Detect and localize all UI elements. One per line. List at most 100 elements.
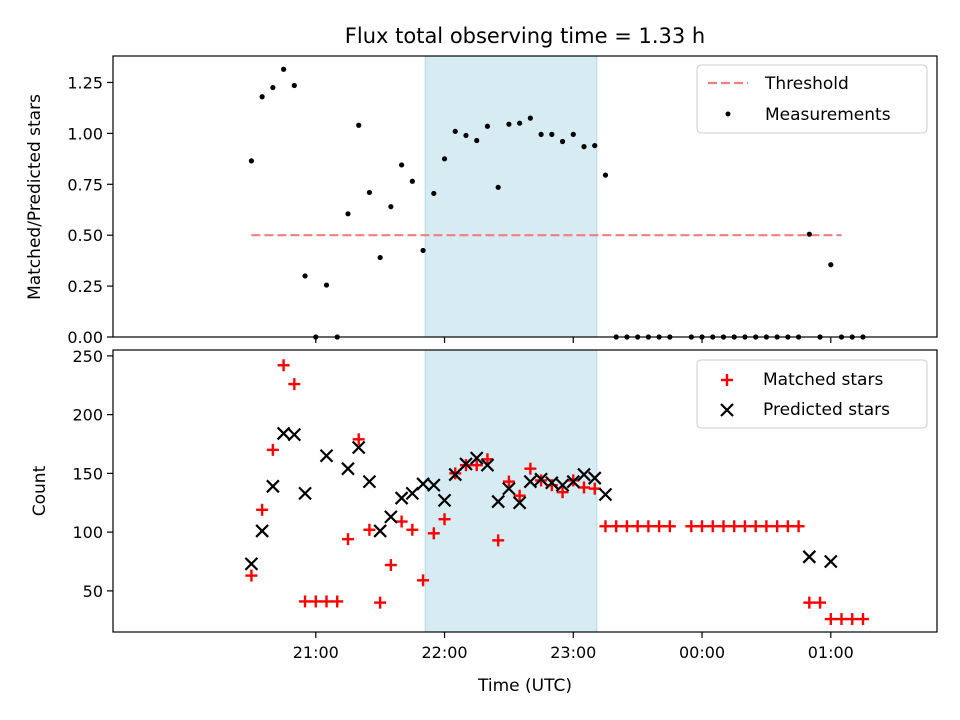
x-axis-label: Time (UTC)	[477, 676, 572, 696]
measurement-point	[806, 231, 812, 237]
x-tick-label: 22:00	[421, 643, 467, 662]
predicted-star-point	[437, 493, 452, 508]
y-tick-label: 0.25	[67, 277, 103, 296]
predicted-star-point	[266, 479, 280, 494]
top-axes-frame	[112, 55, 938, 338]
measurement-point	[828, 262, 834, 268]
measurement-point	[259, 94, 265, 100]
matched-star-point	[610, 520, 623, 533]
measurement-point	[452, 128, 458, 134]
measurement-points	[248, 66, 866, 340]
legend-threshold-label: Threshold	[764, 74, 849, 94]
matched-star-point	[846, 613, 859, 626]
matched-star-point	[299, 595, 312, 608]
matched-star-point	[545, 479, 558, 492]
x-tick-label: 21:00	[293, 643, 339, 662]
measurement-point	[570, 131, 576, 137]
measurement-point	[356, 122, 362, 128]
legend-predicted-swatch	[720, 403, 734, 417]
legend-predicted-label: Predicted stars	[763, 400, 890, 420]
measurement-point	[399, 162, 405, 168]
measurement-point	[431, 190, 437, 197]
matched-star-point	[781, 520, 794, 533]
legend-measurements-swatch	[725, 111, 731, 117]
matched-star-point	[792, 520, 805, 533]
y-tick-label: 0.50	[67, 226, 103, 245]
y-tick-label: 200	[72, 406, 103, 425]
measurement-point	[474, 137, 480, 144]
y-tick-label: 100	[72, 523, 103, 542]
top-legend: Threshold Measurements	[696, 64, 928, 134]
predicted-star-point	[534, 472, 548, 487]
predicted-star-point	[255, 524, 269, 538]
matched-star-point	[856, 613, 869, 626]
y-tick-label: 50	[83, 582, 103, 601]
predicted-star-point	[394, 491, 409, 505]
matched-star-point	[266, 443, 279, 456]
predicted-star-point	[362, 474, 377, 489]
measurement-point	[409, 178, 415, 184]
matched-star-point	[824, 613, 837, 626]
matched-star-point	[374, 596, 387, 609]
measurement-point	[345, 211, 351, 217]
matched-star-point	[513, 489, 526, 502]
predicted-star-point	[480, 458, 495, 472]
predicted-star-point	[405, 486, 420, 501]
x-tick-label: 00:00	[679, 643, 725, 662]
matched-star-point	[438, 513, 451, 526]
matched-star-point	[620, 520, 633, 533]
predicted-star-point	[427, 478, 441, 492]
predicted-star-point	[319, 448, 334, 463]
matched-star-point	[309, 595, 322, 608]
top-span	[424, 55, 598, 338]
matched-star-point	[663, 520, 676, 533]
measurement-point	[420, 247, 426, 254]
predicted-star-point	[351, 440, 366, 455]
matched-star-point	[578, 481, 591, 494]
matched-star-point	[320, 595, 333, 608]
bottom-y-ticks: 50 100 150 200 250	[72, 347, 113, 601]
bottom-legend: Matched stars Predicted stars	[696, 359, 928, 429]
predicted-star-point	[598, 487, 613, 502]
predicted-star-point	[512, 495, 527, 510]
measurement-point	[377, 254, 383, 261]
matched-star-point	[481, 453, 494, 466]
matched-star-point	[653, 520, 666, 533]
predicted-star-point	[523, 474, 538, 489]
matched-star-point	[717, 520, 730, 533]
matched-star-point	[588, 482, 601, 495]
top-legend-frame	[696, 64, 928, 134]
y-tick-label: 0.75	[67, 175, 103, 194]
matched-star-point	[492, 534, 505, 547]
predicted-star-point	[824, 554, 838, 569]
measurement-point	[495, 184, 501, 190]
matched-star-point	[363, 523, 376, 536]
bottom-legend-frame	[696, 359, 928, 429]
measurement-point	[527, 115, 533, 121]
top-x-ticks	[315, 337, 832, 343]
measurement-point	[366, 189, 373, 196]
x-tick-label: 23:00	[550, 643, 596, 662]
y-tick-label: 0.00	[67, 328, 103, 347]
matched-star-point	[738, 520, 751, 533]
measurement-point	[463, 132, 469, 139]
matched-star-point	[685, 520, 698, 533]
predicted-stars-points	[244, 426, 838, 571]
matched-star-point	[277, 359, 290, 372]
predicted-star-point	[448, 467, 463, 482]
measurement-point	[270, 84, 276, 91]
matched-star-point	[406, 523, 419, 536]
matched-stars-points	[245, 359, 869, 626]
measurement-point	[517, 120, 523, 126]
bottom-y-axis-label: Count	[30, 465, 50, 516]
matched-star-point	[331, 595, 344, 608]
y-tick-label: 1.00	[67, 124, 103, 143]
predicted-star-point	[566, 474, 581, 489]
measurement-point	[538, 131, 544, 137]
matched-star-point	[417, 574, 430, 587]
bottom-x-ticks: 21:00 22:00 23:00 00:00 01:00	[293, 632, 854, 662]
matched-star-point	[803, 596, 816, 609]
predicted-star-point	[502, 481, 516, 496]
matched-star-point	[696, 520, 709, 533]
